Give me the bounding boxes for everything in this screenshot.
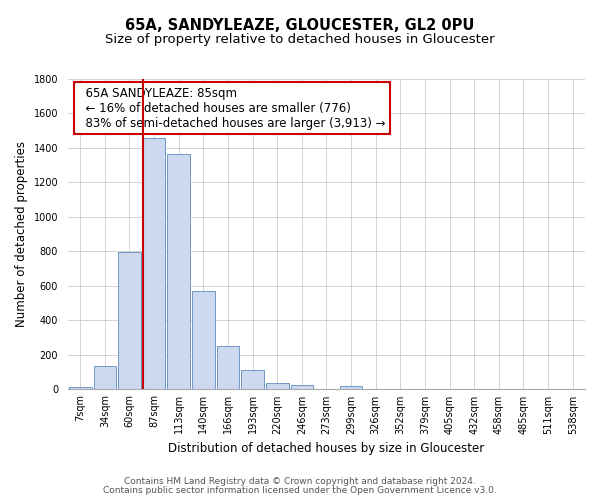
Text: Size of property relative to detached houses in Gloucester: Size of property relative to detached ho… [105,32,495,46]
Bar [266,384,289,390]
Bar [94,366,116,390]
Bar [192,291,215,390]
Text: 65A SANDYLEAZE: 85sqm
  ← 16% of detached houses are smaller (776)
  83% of semi: 65A SANDYLEAZE: 85sqm ← 16% of detached … [78,87,386,130]
Bar [167,154,190,390]
Bar [143,138,166,390]
X-axis label: Distribution of detached houses by size in Gloucester: Distribution of detached houses by size … [169,442,485,455]
Bar [118,252,141,390]
Bar [69,387,92,390]
Y-axis label: Number of detached properties: Number of detached properties [15,141,28,327]
Bar [290,385,313,390]
Bar [340,386,362,390]
Text: Contains public sector information licensed under the Open Government Licence v3: Contains public sector information licen… [103,486,497,495]
Bar [241,370,264,390]
Bar [217,346,239,390]
Text: 65A, SANDYLEAZE, GLOUCESTER, GL2 0PU: 65A, SANDYLEAZE, GLOUCESTER, GL2 0PU [125,18,475,32]
Text: Contains HM Land Registry data © Crown copyright and database right 2024.: Contains HM Land Registry data © Crown c… [124,477,476,486]
